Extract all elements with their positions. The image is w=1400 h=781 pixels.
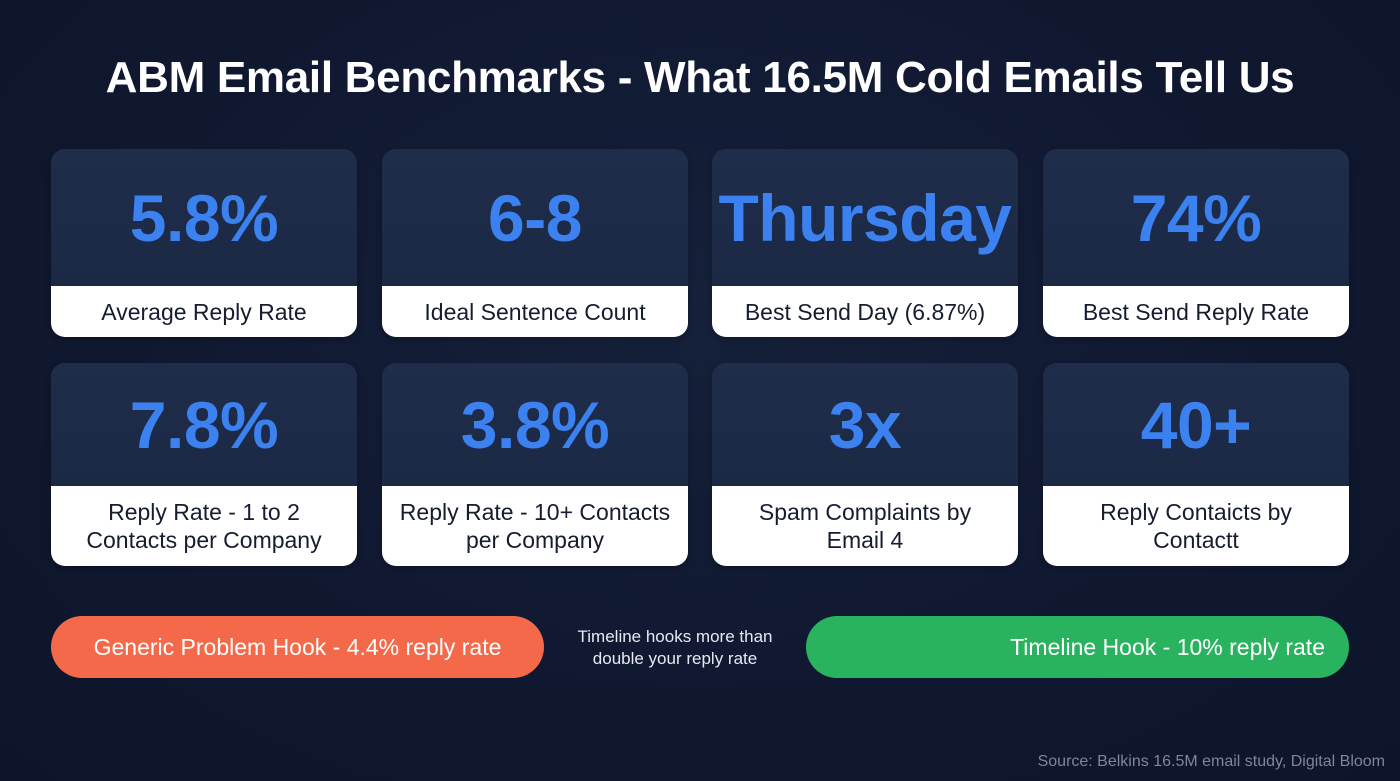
stat-card-best-send-reply-rate: 74% Best Send Reply Rate — [1043, 149, 1349, 337]
timeline-hook-label: Timeline Hook - 10% reply rate — [1010, 633, 1325, 660]
stat-card-spam-complaints: 3x Spam Complaints by Email 4 — [712, 363, 1018, 566]
stat-label: Best Send Reply Rate — [1082, 298, 1310, 325]
stat-label-area: Average Reply Rate — [51, 286, 357, 337]
stat-value-area: 3.8% — [382, 363, 688, 486]
stat-label-area: Best Send Reply Rate — [1043, 286, 1349, 337]
stat-label-area: Reply Contaicts by Contactt — [1043, 486, 1349, 566]
stat-value: 6-8 — [488, 180, 582, 255]
stat-label: Reply Contaicts by Contactt — [1100, 499, 1292, 553]
stat-value: 74% — [1130, 180, 1262, 255]
stat-card-average-reply-rate: 5.8% Average Reply Rate — [51, 149, 357, 337]
stat-label: Best Send Day (6.87%) — [744, 298, 986, 325]
stat-label-area: Reply Rate - 1 to 2 Contacts per Company — [51, 486, 357, 566]
source-citation: Source: Belkins 16.5M email study, Digit… — [1037, 753, 1385, 770]
stat-value-area: Thursday — [712, 149, 1018, 286]
comparison-note: Timeline hooks more than double your rep… — [577, 627, 773, 668]
stat-value: 40+ — [1140, 387, 1252, 462]
stat-label: Ideal Sentence Count — [424, 298, 646, 325]
stat-card-reply-rate-1-2-contacts: 7.8% Reply Rate - 1 to 2 Contacts per Co… — [51, 363, 357, 566]
timeline-hook-pill: Timeline Hook - 10% reply rate — [806, 616, 1349, 678]
stat-label: Spam Complaints by Email 4 — [758, 499, 972, 553]
generic-hook-label: Generic Problem Hook - 4.4% reply rate — [93, 633, 502, 660]
stat-value-area: 5.8% — [51, 149, 357, 286]
stat-value: 5.8% — [129, 180, 279, 255]
stat-value: Thursday — [718, 180, 1012, 255]
stat-card-ideal-sentence-count: 6-8 Ideal Sentence Count — [382, 149, 688, 337]
stat-card-reply-rate-10-plus-contacts: 3.8% Reply Rate - 10+ Contacts per Compa… — [382, 363, 688, 566]
stat-card-reply-contacts: 40+ Reply Contaicts by Contactt — [1043, 363, 1349, 566]
stat-label: Reply Rate - 10+ Contacts per Company — [399, 499, 671, 553]
stat-value: 7.8% — [129, 387, 279, 462]
stat-label: Reply Rate - 1 to 2 Contacts per Company — [86, 499, 322, 553]
page-title: ABM Email Benchmarks - What 16.5M Cold E… — [105, 53, 1295, 102]
stat-value-area: 3x — [712, 363, 1018, 486]
stat-value: 3.8% — [460, 387, 610, 462]
stat-value-area: 6-8 — [382, 149, 688, 286]
stat-value-area: 40+ — [1043, 363, 1349, 486]
stat-label-area: Spam Complaints by Email 4 — [712, 486, 1018, 566]
stat-card-best-send-day: Thursday Best Send Day (6.87%) — [712, 149, 1018, 337]
stat-value: 3x — [828, 387, 902, 462]
stat-value-area: 74% — [1043, 149, 1349, 286]
stat-label-area: Best Send Day (6.87%) — [712, 286, 1018, 337]
stat-label: Average Reply Rate — [101, 298, 307, 325]
stat-value-area: 7.8% — [51, 363, 357, 486]
stat-label-area: Reply Rate - 10+ Contacts per Company — [382, 486, 688, 566]
stat-label-area: Ideal Sentence Count — [382, 286, 688, 337]
generic-hook-pill: Generic Problem Hook - 4.4% reply rate — [51, 616, 544, 678]
